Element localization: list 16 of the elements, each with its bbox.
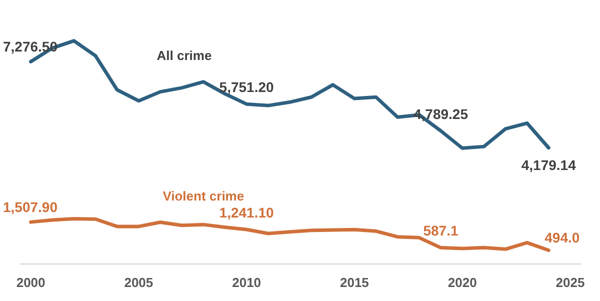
x-tick-label: 2020 — [448, 275, 477, 290]
series-label: Violent crime — [162, 188, 244, 204]
data-label: 4,179.14 — [521, 156, 576, 173]
x-tick-label: 2000 — [16, 275, 46, 290]
x-tick-label: 2015 — [340, 275, 369, 290]
data-label: 1,241.10 — [219, 204, 274, 220]
x-tick-label: 2005 — [124, 275, 154, 290]
data-label: 5,751.20 — [219, 79, 274, 96]
series-label: All crime — [156, 48, 212, 63]
x-tick-label: 2025 — [556, 275, 585, 290]
data-label: 587.1 — [423, 222, 458, 239]
data-label: 1,507.90 — [3, 199, 58, 216]
data-label: 4,789.25 — [414, 106, 468, 122]
data-label: 7,276.50 — [3, 38, 58, 55]
data-label: 494.0 — [544, 229, 580, 246]
x-tick-label: 2010 — [232, 275, 262, 290]
